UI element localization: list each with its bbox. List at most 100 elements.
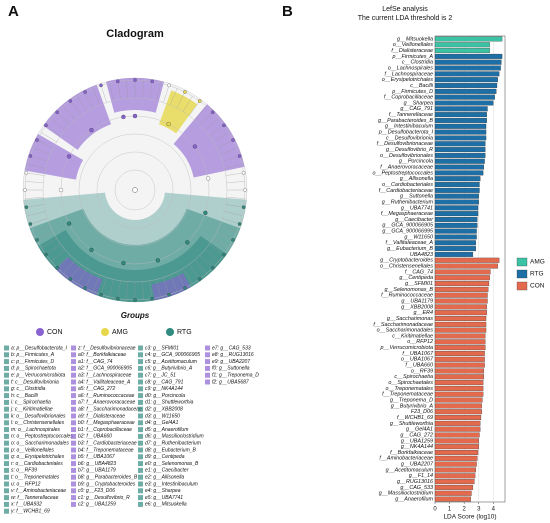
clade-branch: [51, 249, 66, 262]
clade-sector: [43, 84, 112, 150]
bar: [434, 257, 500, 263]
taxa-key: b8: g__Parabacteroides_B: [78, 475, 138, 481]
taxa-key: d2: g__XBB2008: [145, 407, 183, 413]
bar: [434, 275, 490, 281]
clade-node: [68, 99, 73, 103]
y-tick-label: g__W11650: [404, 234, 433, 240]
y-tick-label: g__Eubacterium_B: [387, 246, 433, 252]
bar: [434, 53, 503, 59]
y-tick-label: g__Treponema_D: [390, 397, 433, 403]
clade-branch: [216, 139, 234, 149]
bar: [434, 391, 484, 397]
taxa-key-box: [71, 461, 76, 467]
taxa-key: a6: f__Ruminococcaceae: [78, 393, 135, 399]
legend-marker: [101, 328, 109, 336]
y-tick-label: g__UBA1179: [401, 298, 433, 304]
clade-node: [222, 123, 226, 128]
clade-node: [133, 298, 137, 302]
y-tick-label: g__UBA7741: [401, 205, 433, 211]
clade-branch: [204, 118, 219, 131]
taxa-key: m: o__Lachnospirales: [11, 427, 60, 433]
clade-branch: [226, 197, 245, 199]
taxa-key: d5: g__Anaerofilum: [145, 427, 188, 433]
legend-label: AMG: [530, 259, 545, 266]
x-axis-title: LDA Score (log10): [443, 514, 496, 521]
bar: [434, 339, 486, 345]
taxa-key: b4: f__Treponemataceae: [78, 447, 134, 453]
clade-node: [83, 90, 87, 94]
y-tick-label: f__UBA1067: [402, 351, 434, 357]
y-tick-label: c__Clostridia: [402, 60, 433, 66]
taxa-key: e: p__Verrucomicrobiota: [11, 373, 66, 379]
taxa-key: c8: g__CAG_791: [145, 379, 184, 385]
y-tick-label: g__CAG_791: [400, 106, 433, 112]
clade-ring: [114, 169, 156, 211]
y-tick-label: p__Firmicutes_A: [392, 54, 434, 60]
taxa-key: c9: g__NK4A144: [145, 386, 183, 392]
clade-branch: [194, 259, 207, 274]
legend-label: CON: [47, 329, 63, 336]
taxa-key: b5: f__UBA1067: [78, 454, 115, 460]
clade-branch: [213, 132, 229, 143]
bar: [434, 71, 500, 77]
bar: [434, 461, 477, 467]
taxa-key: a: p__Desulfobacterota_I: [11, 345, 67, 351]
y-tick-label: g__XBB2008: [401, 304, 433, 310]
bar: [434, 316, 487, 321]
clade-node: [35, 238, 39, 242]
clade-branch: [226, 181, 245, 183]
y-tick-label: f__Ruminococcaceae: [381, 293, 433, 299]
clade-node: [99, 292, 103, 297]
taxa-key-box: [4, 386, 9, 392]
legend-swatch: [516, 257, 528, 267]
y-tick-label: f__Dialisteraceae: [391, 48, 433, 54]
bar: [434, 473, 476, 479]
clade-node: [237, 222, 242, 226]
taxa-key-box: [4, 508, 9, 514]
taxa-key-box: [4, 372, 9, 378]
clade-sector: [55, 257, 103, 296]
taxa-key-box: [205, 365, 210, 371]
taxa-key: a0: f__Borkfalkiaceae: [78, 352, 126, 358]
y-tick-label: o__Treponematales: [385, 386, 433, 392]
y-tick-label: g__Parabacteroides_B: [378, 118, 433, 124]
clade-node: [28, 222, 33, 226]
bar: [434, 327, 487, 333]
taxa-key-box: [138, 359, 143, 365]
taxa-key-box: [205, 372, 210, 378]
taxa-key: a2: f__GCA_900066905: [78, 366, 132, 372]
taxa-key: g: c__Clostridia: [11, 386, 46, 392]
clade-node: [58, 187, 64, 193]
taxa-key-box: [4, 393, 9, 399]
bar: [434, 409, 482, 415]
taxa-key: r: o__Cardiobacteriales: [11, 461, 63, 467]
taxa-key-box: [138, 440, 143, 446]
bar: [434, 484, 474, 490]
clade-node: [231, 138, 235, 142]
bar: [434, 193, 479, 199]
taxa-key: k: o__Desulfovibrionales: [11, 413, 66, 419]
bar: [434, 444, 479, 450]
taxa-key-box: [71, 365, 76, 371]
taxa-key-box: [138, 386, 143, 392]
clade-node: [28, 154, 33, 158]
clade-node: [83, 286, 87, 290]
taxa-key: c3: g__SFMI01: [145, 345, 179, 351]
clade-node: [211, 110, 215, 114]
taxa-key-box: [71, 406, 76, 412]
bar: [434, 246, 476, 252]
clade-node: [185, 240, 190, 245]
taxa-key-box: [4, 420, 9, 426]
taxa-key: b2: f__UBA660: [78, 434, 112, 440]
taxa-key: e5: g__UBA7741: [145, 495, 183, 501]
bar: [434, 164, 485, 170]
legend-label: RTG: [177, 329, 192, 336]
taxa-key: c0: g__F23_D06: [78, 488, 115, 494]
clade-branch: [188, 264, 200, 280]
y-tick-label: o__Veillonellales: [393, 42, 434, 48]
taxa-key: e6: g__Mitsuokella: [145, 502, 187, 508]
clade-sector: [151, 273, 191, 301]
y-tick-label: c__Kiritimatiellae: [392, 333, 433, 339]
clade-branch: [25, 197, 44, 199]
